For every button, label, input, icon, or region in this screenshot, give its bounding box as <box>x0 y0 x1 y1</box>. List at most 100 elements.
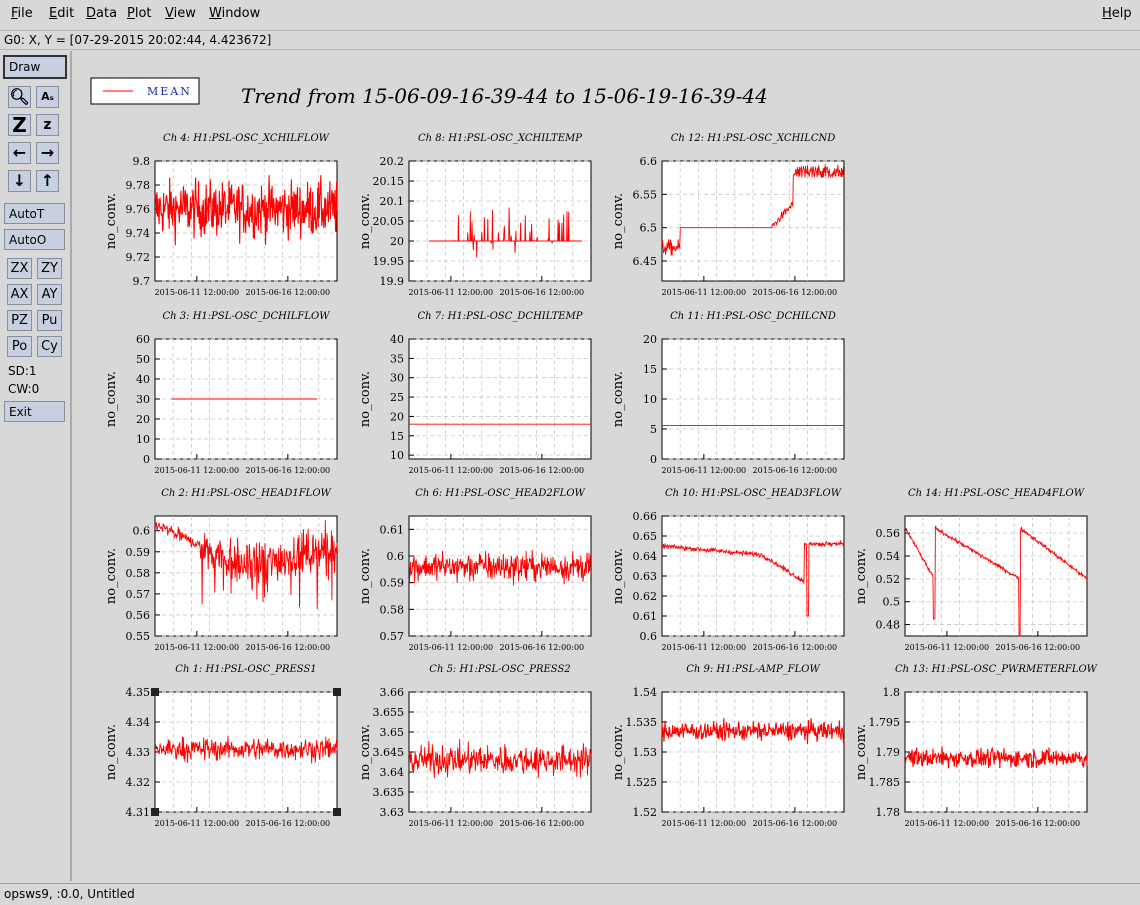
cw-label: CW:0 <box>8 382 40 396</box>
menu-help[interactable]: Help <box>1102 6 1132 21</box>
y-tick-label: 10 <box>643 393 657 406</box>
selection-handle <box>333 688 341 696</box>
magnify-icon[interactable]: 🔍︎ <box>8 86 31 108</box>
y-tick-label: 4.31 <box>126 806 151 819</box>
chart-title: Ch 11: H1:PSL-OSC_DCHILCND <box>670 311 836 322</box>
y-tick-label: 20.15 <box>373 175 405 188</box>
menu-edit[interactable]: Edit <box>49 6 75 21</box>
y-tick-label: 0 <box>143 453 150 466</box>
y-tick-label: 20 <box>390 410 404 423</box>
menu-plot[interactable]: Plot <box>127 6 152 21</box>
chart-panel: Ch 13: H1:PSL-OSC_PWRMETERFLOW 1.8 1.795 1.… <box>854 664 1098 828</box>
chart-title: Ch 10: H1:PSL-OSC_HEAD3FLOW <box>665 488 842 499</box>
zx-button[interactable]: ZX <box>7 258 32 279</box>
y-axis-label: no_conv. <box>611 724 626 780</box>
y-tick-label: 4.34 <box>126 716 151 729</box>
menu-file[interactable]: File <box>11 6 33 21</box>
x-tick-label: 2015-06-16 12:00:00 <box>753 466 838 475</box>
po-button[interactable]: Po <box>7 336 32 357</box>
x-tick-label: 2015-06-11 12:00:00 <box>409 819 494 828</box>
y-tick-label: 0.63 <box>633 570 658 583</box>
y-tick-label: 0.56 <box>876 527 901 540</box>
y-axis-label: no_conv. <box>104 724 119 780</box>
menu-window[interactable]: Window <box>209 6 261 21</box>
y-tick-label: 0.61 <box>380 523 405 536</box>
ax-button[interactable]: AX <box>7 284 32 305</box>
pz-button[interactable]: PZ <box>7 310 32 331</box>
y-axis-label: no_conv. <box>358 724 373 780</box>
zoom-big-icon[interactable]: Z <box>8 114 31 136</box>
selection-handle <box>151 688 159 696</box>
y-tick-label: 0.6 <box>640 630 658 643</box>
y-tick-label: 15 <box>643 363 657 376</box>
y-tick-label: 9.76 <box>126 203 151 216</box>
x-tick-label: 2015-06-11 12:00:00 <box>409 466 494 475</box>
x-tick-label: 2015-06-11 12:00:00 <box>409 643 494 652</box>
y-tick-label: 20.05 <box>373 215 405 228</box>
selection-handle <box>333 808 341 816</box>
y-axis-label: no_conv. <box>358 548 373 604</box>
pu-button[interactable]: Pu <box>37 310 62 331</box>
chart-title: Ch 3: H1:PSL-OSC_DCHILFLOW <box>163 311 331 322</box>
y-tick-label: 5 <box>650 423 657 436</box>
menu-data[interactable]: Data <box>86 6 118 21</box>
y-axis-label: no_conv. <box>611 193 626 249</box>
plot-title: Trend from 15-06-09-16-39-44 to 15-06-19… <box>241 84 768 108</box>
y-tick-label: 6.45 <box>633 255 658 268</box>
x-tick-label: 2015-06-11 12:00:00 <box>155 466 240 475</box>
y-tick-label: 0.57 <box>380 630 405 643</box>
y-tick-label: 0.58 <box>126 567 151 580</box>
x-tick-label: 2015-06-11 12:00:00 <box>905 643 990 652</box>
y-axis-label: no_conv. <box>854 548 869 604</box>
y-tick-label: 1.79 <box>876 746 901 759</box>
y-tick-label: 9.74 <box>126 227 151 240</box>
y-tick-label: 0 <box>650 453 657 466</box>
x-tick-label: 2015-06-16 12:00:00 <box>246 643 331 652</box>
zoom-small-icon[interactable]: z <box>36 114 59 136</box>
y-tick-label: 4.32 <box>126 776 151 789</box>
cursor-readout: G0: X, Y = [07-29-2015 20:02:44, 4.42367… <box>0 30 1140 50</box>
x-tick-label: 2015-06-11 12:00:00 <box>662 819 747 828</box>
chart-panel: Ch 5: H1:PSL-OSC_PRESS2 3.66 3.655 3.65 3.64… <box>358 664 592 828</box>
chart-panel: Ch 12: H1:PSL-OSC_XCHILCND 6.6 6.55 6.5 6.45… <box>611 133 845 297</box>
arrow-up-icon[interactable]: ↑ <box>36 170 59 192</box>
y-tick-label: 3.63 <box>380 806 405 819</box>
y-tick-label: 0.52 <box>876 573 901 586</box>
mean-series-line <box>661 718 845 745</box>
x-tick-label: 2015-06-16 12:00:00 <box>246 466 331 475</box>
x-tick-label: 2015-06-16 12:00:00 <box>753 288 838 297</box>
y-tick-label: 0.64 <box>633 550 658 563</box>
y-axis-label: no_conv. <box>611 548 626 604</box>
menu-view[interactable]: View <box>165 6 196 21</box>
exit-button[interactable]: Exit <box>4 401 65 422</box>
y-tick-label: 0.61 <box>633 610 658 623</box>
y-tick-label: 50 <box>136 353 150 366</box>
y-tick-label: 25 <box>390 391 404 404</box>
arrow-left-icon[interactable]: ← <box>8 142 31 164</box>
draw-button[interactable]: Draw <box>3 55 67 79</box>
y-tick-label: 0.54 <box>876 550 901 563</box>
cy-button[interactable]: Cy <box>37 336 62 357</box>
y-tick-label: 1.78 <box>876 806 901 819</box>
autot-button[interactable]: AutoT <box>4 203 65 224</box>
arrow-down-icon[interactable]: ↓ <box>8 170 31 192</box>
zy-button[interactable]: ZY <box>37 258 62 279</box>
y-tick-label: 3.65 <box>380 726 405 739</box>
mean-series-line <box>154 736 338 764</box>
ay-button[interactable]: AY <box>37 284 62 305</box>
y-tick-label: 3.645 <box>373 746 405 759</box>
chart-panel: Ch 11: H1:PSL-OSC_DCHILCND 20 15 10 5 0 2015-0… <box>611 311 845 475</box>
y-tick-label: 0.56 <box>126 609 151 622</box>
chart-panel: Ch 6: H1:PSL-OSC_HEAD2FLOW 0.61 0.6 0.59 0.5… <box>358 488 592 652</box>
y-tick-label: 0.62 <box>633 590 658 603</box>
y-tick-label: 0.57 <box>126 588 151 601</box>
text-size-icon[interactable]: Aₛ <box>36 86 59 108</box>
x-tick-label: 2015-06-11 12:00:00 <box>409 288 494 297</box>
plots-svg[interactable]: MEAN Trend from 15-06-09-16-39-44 to 15-… <box>73 51 1140 881</box>
plot-canvas[interactable]: MEAN Trend from 15-06-09-16-39-44 to 15-… <box>73 51 1140 881</box>
chart-title: Ch 12: H1:PSL-OSC_XCHILCND <box>671 133 836 144</box>
arrow-right-icon[interactable]: → <box>36 142 59 164</box>
chart-title: Ch 6: H1:PSL-OSC_HEAD2FLOW <box>415 488 585 499</box>
y-tick-label: 3.635 <box>373 786 405 799</box>
autoo-button[interactable]: AutoO <box>4 229 65 250</box>
